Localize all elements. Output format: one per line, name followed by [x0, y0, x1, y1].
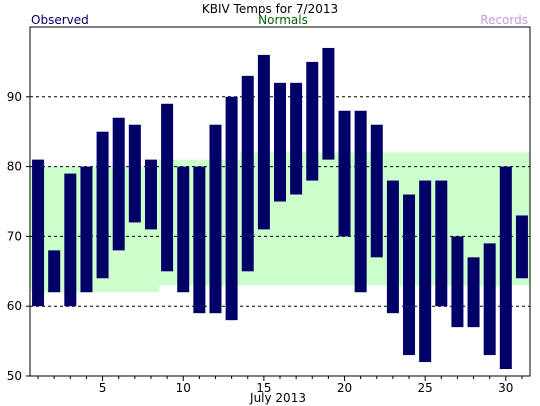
chart-title: KBIV Temps for 7/2013 — [202, 2, 338, 16]
observed-temperature-bar — [435, 180, 448, 307]
normals-band-segment — [304, 152, 321, 286]
observed-temperature-bar — [515, 215, 528, 279]
observed-temperature-bar — [128, 124, 141, 223]
y-axis-tick-label: 60 — [7, 299, 22, 313]
observed-temperature-bar — [257, 54, 270, 230]
observed-temperature-bar — [161, 103, 174, 272]
observed-temperature-bar — [241, 75, 254, 272]
x-axis-tick-label: 5 — [99, 381, 107, 395]
observed-temperature-bar — [193, 166, 206, 314]
y-axis-tick-label: 50 — [7, 369, 22, 383]
observed-temperature-bar — [338, 110, 351, 237]
observed-temperature-bar — [209, 124, 222, 314]
observed-temperature-bar — [354, 110, 367, 293]
observed-temperature-bar — [112, 117, 125, 251]
observed-temperature-bar — [322, 47, 335, 160]
observed-temperature-bar — [48, 250, 61, 293]
legend-normals: Normals — [258, 13, 308, 27]
observed-temperature-bar — [451, 236, 464, 328]
normals-band-segment — [465, 152, 482, 286]
observed-temperature-bar — [274, 82, 286, 202]
observed-temperature-bar — [80, 166, 93, 293]
x-axis-tick-label: 10 — [176, 381, 191, 395]
observed-temperature-bar — [483, 243, 496, 356]
observed-temperature-bar — [144, 159, 157, 230]
observed-temperature-bar — [467, 257, 480, 328]
observed-temperature-bar — [290, 82, 303, 195]
observed-temperature-bar — [306, 61, 319, 181]
observed-temperature-bar — [419, 180, 432, 363]
x-axis-tick-label: 15 — [256, 381, 271, 395]
x-axis-tick-label: 30 — [498, 381, 513, 395]
y-axis-tick-label: 70 — [7, 229, 22, 243]
observed-temperature-bar — [499, 166, 512, 370]
normals-band-segment — [320, 152, 337, 286]
observed-temperature-bar — [32, 159, 45, 307]
x-axis-tick-label: 25 — [418, 381, 433, 395]
observed-temperature-bar — [386, 180, 399, 314]
y-axis-tick-label: 80 — [7, 160, 22, 174]
legend-observed: Observed — [31, 13, 89, 27]
x-axis-tick-label: 20 — [337, 381, 352, 395]
legend-records: Records — [480, 13, 528, 27]
observed-temperature-bar — [96, 131, 109, 279]
y-axis-tick-label: 90 — [7, 90, 22, 104]
observed-temperature-bar — [64, 173, 77, 307]
observed-temperature-bar — [403, 194, 416, 356]
observed-temperature-bar — [225, 96, 238, 321]
x-axis-label: July 2013 — [249, 391, 306, 405]
observed-temperature-bar — [370, 124, 383, 258]
observed-temperature-bar — [177, 166, 190, 293]
plot-area — [30, 47, 530, 370]
